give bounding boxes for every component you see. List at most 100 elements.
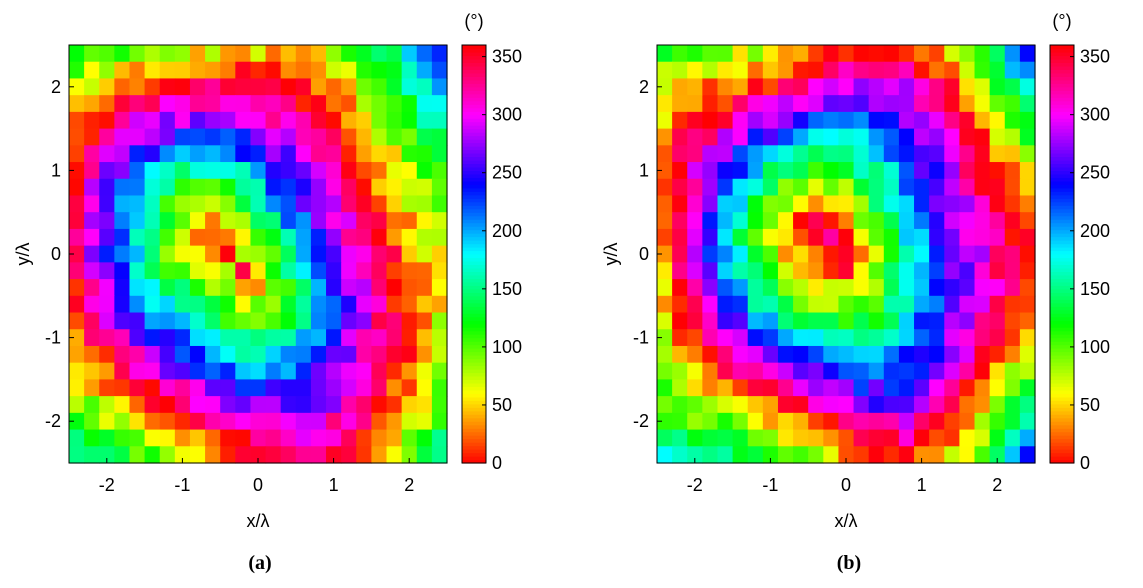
heatmap-cell [793,95,809,113]
heatmap-cell [69,312,85,330]
heatmap-cell [356,412,372,431]
heatmap-cell [853,362,870,380]
heatmap-cell [386,279,403,297]
heatmap-cell [808,128,824,146]
heatmap-cell [341,329,357,347]
heatmap-cell [265,345,282,364]
heatmap-cell [717,111,734,130]
heatmap-cell [189,145,206,163]
heatmap-cell [914,429,930,447]
heatmap-cell [657,345,673,364]
colorbar-band [1050,212,1074,217]
colorbar-band [462,222,486,227]
heatmap-cell [189,262,206,280]
heatmap-cell [401,446,418,464]
heatmap-cell [280,262,297,280]
heatmap-cell [280,329,297,347]
heatmap-cell [898,45,915,63]
heatmap-cell [672,145,688,163]
heatmap-cell [914,245,930,263]
heatmap-cell [386,396,403,414]
heatmap-cell [84,128,100,146]
heatmap-cell [672,78,688,96]
heatmap-cell [250,145,267,163]
heatmap-cell [1004,329,1021,347]
heatmap-cell [959,279,976,297]
heatmap-cell [762,429,779,447]
colorbar-band [462,257,486,262]
heatmap-cell [356,195,372,213]
heatmap-cell [793,111,809,130]
heatmap-cell [310,95,327,113]
heatmap-cell [883,228,900,247]
heatmap-cell [944,412,960,431]
colorbar-tick-label: 50 [1080,395,1100,415]
heatmap-cell [929,111,945,130]
colorbar-band [462,452,486,457]
heatmap-cell [898,396,915,414]
heatmap-cell [974,312,991,330]
heatmap-cell [914,145,930,163]
heatmap-cell [265,228,282,247]
heatmap-cell [914,78,930,96]
heatmap-cell [129,145,146,163]
heatmap-cell [717,396,734,414]
heatmap-cell [883,412,900,431]
colorbar-band [462,299,486,304]
heatmap-cell [868,95,885,113]
heatmap-cell [808,412,824,431]
heatmap-cell [341,212,357,230]
heatmap-cell [838,145,855,163]
heatmap-cell [747,111,764,130]
x-tick-label: 2 [992,475,1002,495]
colorbar-band [462,240,486,245]
colorbar-band [1050,379,1074,384]
plot-frame [656,44,1036,464]
heatmap-cell [356,429,372,447]
heatmap-cell [823,379,840,397]
heatmap-cell [250,345,267,364]
heatmap-cell [672,162,688,180]
heatmap-cell [944,178,960,197]
heatmap-cell [114,362,131,380]
heatmap-cell [356,45,372,63]
heatmap-cell [974,61,991,80]
heatmap-cell [401,312,418,330]
heatmap-cell [235,412,252,431]
heatmap-cell [793,446,809,464]
heatmap-cell [356,228,372,247]
colorbar-band [462,285,486,290]
heatmap-cell [189,446,206,464]
heatmap-cell [657,95,673,113]
heatmap-cell [672,45,688,63]
colorbar-band [462,414,486,419]
heatmap-cell [762,45,779,63]
heatmap-cell [205,228,221,247]
heatmap-cell [747,345,764,364]
heatmap-cell [853,429,870,447]
heatmap-cell [69,45,85,63]
colorbar-band [462,421,486,426]
heatmap-cell [401,162,418,180]
colorbar-band [1050,170,1074,175]
heatmap-cell [823,329,840,347]
heatmap-cell [672,279,688,297]
heatmap-cell [838,61,855,80]
colorbar-band [1050,48,1074,53]
colorbar-band [462,111,486,116]
heatmap-cell [838,195,855,213]
colorbar-band [462,438,486,443]
heatmap-cell [702,412,719,431]
heatmap-cell [853,379,870,397]
heatmap-cell [310,45,327,63]
heatmap-cell [944,345,960,364]
colorbar-band [1050,114,1074,119]
colorbar-band [462,219,486,224]
heatmap-cell [84,312,100,330]
heatmap-cell [929,61,945,80]
heatmap-cell [657,396,673,414]
heatmap-cell [159,295,176,314]
heatmap-cell [657,279,673,297]
heatmap-cell [144,362,161,380]
heatmap-cell [310,78,327,96]
